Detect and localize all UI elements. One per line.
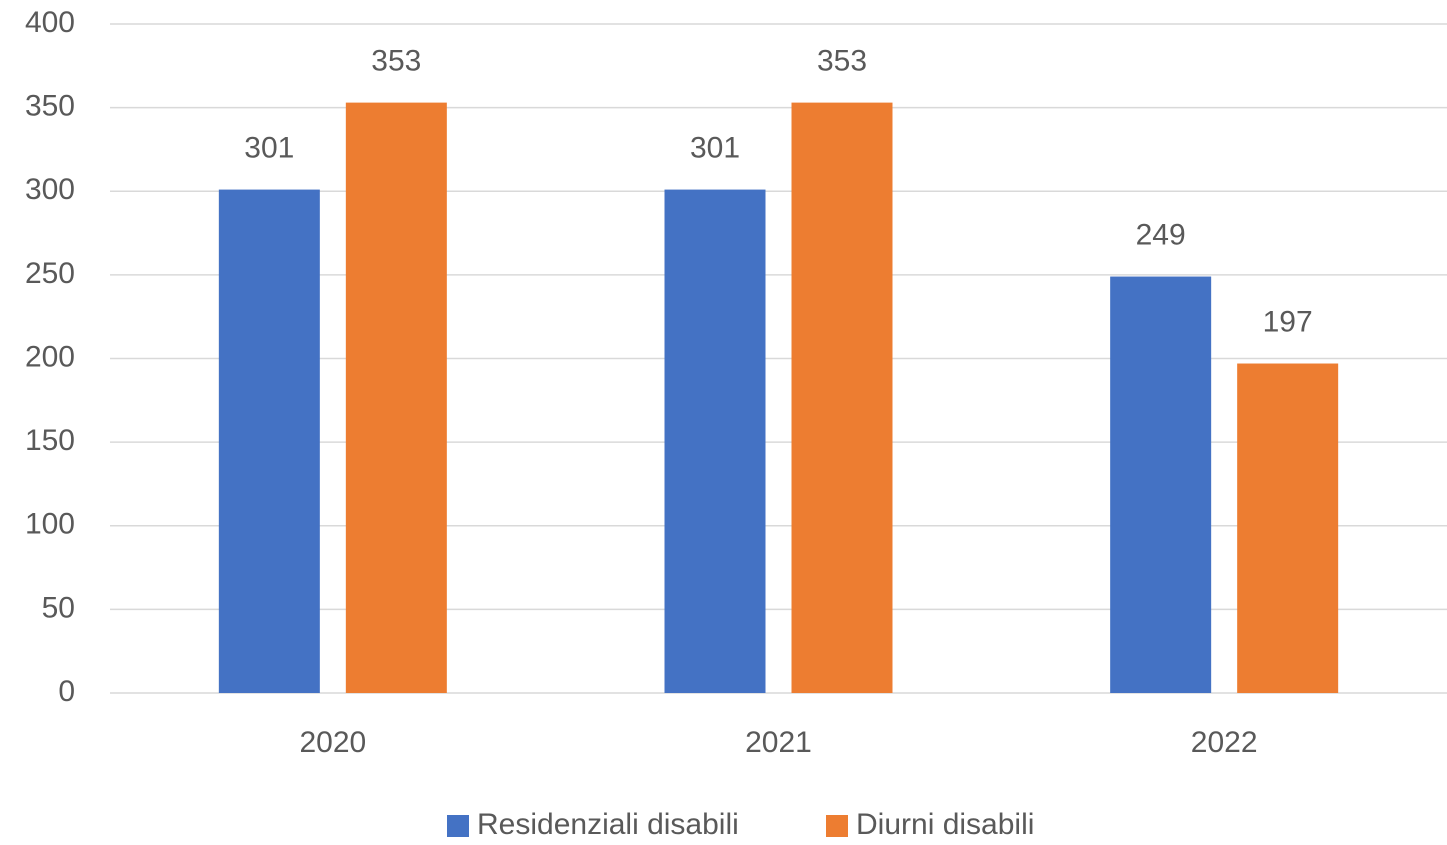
y-tick-label: 300 <box>25 173 75 206</box>
y-tick-label: 200 <box>25 340 75 373</box>
data-label: 249 <box>1136 218 1186 251</box>
legend-label: Residenziali disabili <box>477 808 739 841</box>
data-label: 353 <box>371 45 421 78</box>
y-tick-label: 0 <box>58 675 75 708</box>
y-tick-label: 150 <box>25 424 75 457</box>
x-tick-label: 2021 <box>745 726 812 759</box>
x-tick-label: 2022 <box>1191 726 1258 759</box>
y-tick-label: 400 <box>25 6 75 39</box>
data-label: 301 <box>690 131 740 164</box>
legend-swatch <box>447 815 469 837</box>
bar <box>345 102 447 694</box>
data-label: 301 <box>244 131 294 164</box>
y-tick-label: 350 <box>25 90 75 123</box>
x-tick-label: 2020 <box>299 726 366 759</box>
legend-label: Diurni disabili <box>856 808 1034 841</box>
bar <box>218 189 320 693</box>
data-label: 353 <box>817 45 867 78</box>
data-label: 197 <box>1263 305 1313 338</box>
y-tick-label: 50 <box>42 591 75 624</box>
y-tick-label: 250 <box>25 257 75 290</box>
bar <box>664 189 766 693</box>
legend-swatch <box>826 815 848 837</box>
y-tick-label: 100 <box>25 508 75 541</box>
bar <box>791 102 893 694</box>
bar <box>1237 363 1339 693</box>
bar <box>1110 276 1212 693</box>
